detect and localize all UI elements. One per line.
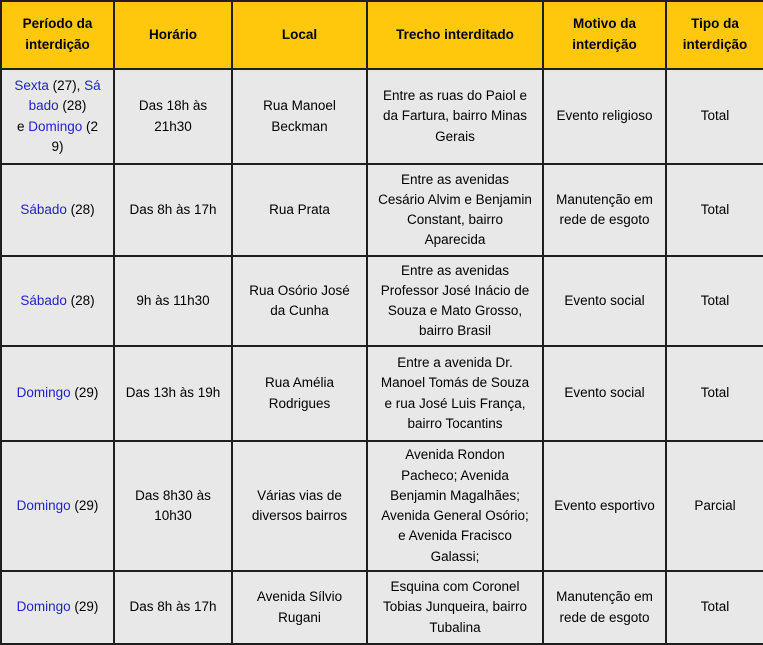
col-header-horario: Horário (113, 0, 233, 70)
local-cell: Rua Manoel Beckman (231, 68, 368, 165)
period-cell: Sábado (28) (0, 255, 115, 347)
col-header-tipo: Tipo da interdição (665, 0, 763, 70)
trecho-cell: Esquina com Coronel Tobias Junqueira, ba… (366, 570, 544, 645)
period-cell: Domingo (29) (0, 570, 115, 645)
table-row: Sábado (28) Das 8h às 17h Rua Prata Entre a… (0, 163, 763, 257)
motivo-cell: Evento religioso (542, 68, 667, 165)
table-header: Período da interdição Horário Local Trec… (0, 0, 763, 70)
local-cell: Rua Prata (231, 163, 368, 257)
horario-cell: Das 13h às 19h (113, 345, 233, 442)
trecho-cell: Entre as avenidas Professor José Inácio … (366, 255, 544, 347)
motivo-cell: Evento esportivo (542, 440, 667, 572)
date-link[interactable]: Domingo (16, 385, 71, 401)
local-cell: Rua Amélia Rodrigues (231, 345, 368, 442)
col-header-motivo: Motivo da interdição (542, 0, 667, 70)
date-link[interactable]: Domingo (16, 497, 71, 513)
date-link[interactable]: Sábado (20, 292, 67, 308)
horario-cell: Das 18h às 21h30 (113, 68, 233, 165)
motivo-cell: Manutenção em rede de esgoto (542, 163, 667, 257)
tipo-cell: Total (665, 345, 763, 442)
tipo-cell: Parcial (665, 440, 763, 572)
local-cell: Rua Osório José da Cunha (231, 255, 368, 347)
header-row: Período da interdição Horário Local Trec… (0, 0, 763, 70)
tipo-cell: Total (665, 163, 763, 257)
period-cell: Domingo (29) (0, 345, 115, 442)
local-cell: Várias vias de diversos bairros (231, 440, 368, 572)
local-cell: Avenida Sílvio Rugani (231, 570, 368, 645)
period-cell: Sexta (27), Sábado (28) e Domingo (29) (0, 68, 115, 165)
tipo-cell: Total (665, 68, 763, 165)
period-cell: Sábado (28) (0, 163, 115, 257)
date-link[interactable]: Domingo (28, 118, 83, 134)
table-row: Domingo (29) Das 8h30 às 10h30 Várias vias… (0, 440, 763, 572)
motivo-cell: Evento social (542, 255, 667, 347)
table-body: Sexta (27), Sábado (28) e Domingo (29) Das… (0, 68, 763, 645)
table-row: Sábado (28) 9h às 11h30 Rua Osório José da… (0, 255, 763, 347)
tipo-cell: Total (665, 255, 763, 347)
motivo-cell: Manutenção em rede de esgoto (542, 570, 667, 645)
period-cell: Domingo (29) (0, 440, 115, 572)
horario-cell: Das 8h30 às 10h30 (113, 440, 233, 572)
trecho-cell: Avenida Rondon Pacheco; Avenida Benjamin… (366, 440, 544, 572)
date-link[interactable]: Sexta (14, 78, 49, 93)
col-header-local: Local (231, 0, 368, 70)
horario-cell: 9h às 11h30 (113, 255, 233, 347)
trecho-cell: Entre as ruas do Paiol e da Fartura, bai… (366, 68, 544, 165)
trecho-cell: Entre a avenida Dr. Manoel Tomás de Souz… (366, 345, 544, 442)
date-link[interactable]: Sábado (20, 201, 67, 217)
table-row: Domingo (29) Das 8h às 17h Avenida Sílvio … (0, 570, 763, 645)
horario-cell: Das 8h às 17h (113, 570, 233, 645)
date-link[interactable]: Domingo (16, 599, 71, 615)
horario-cell: Das 8h às 17h (113, 163, 233, 257)
col-header-trecho: Trecho interditado (366, 0, 544, 70)
tipo-cell: Total (665, 570, 763, 645)
table-row: Domingo (29) Das 13h às 19h Rua Amélia Rod… (0, 345, 763, 442)
date-link[interactable]: Sábado (28, 78, 101, 114)
col-header-periodo: Período da interdição (0, 0, 115, 70)
motivo-cell: Evento social (542, 345, 667, 442)
trecho-cell: Entre as avenidas Cesário Alvim e Benjam… (366, 163, 544, 257)
table-row: Sexta (27), Sábado (28) e Domingo (29) Das… (0, 68, 763, 165)
